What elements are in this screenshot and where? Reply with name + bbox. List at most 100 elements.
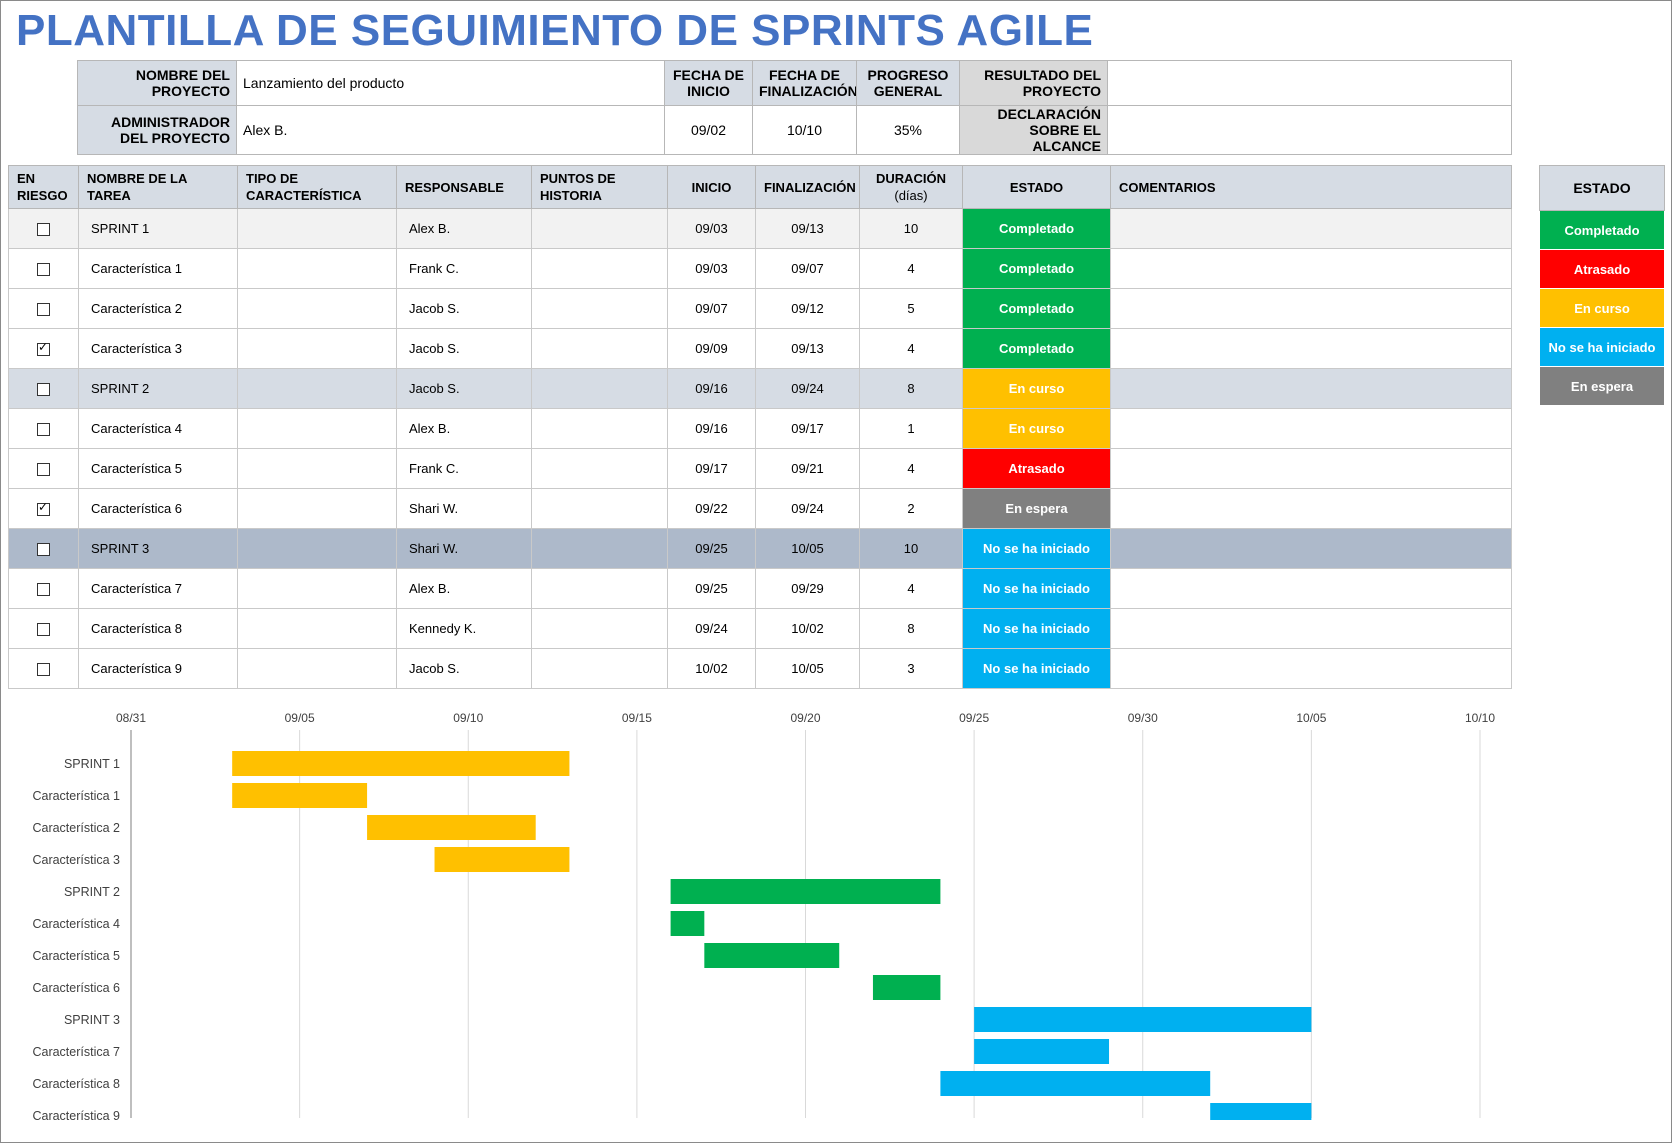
task-name-cell[interactable]: Característica 5 [78,448,238,489]
story-points-cell[interactable] [531,568,668,609]
at-risk-checkbox-cell[interactable] [8,328,79,369]
owner-cell[interactable]: Jacob S. [396,328,532,369]
feature-type-cell[interactable] [237,488,397,529]
feature-type-cell[interactable] [237,608,397,649]
end-date-cell[interactable]: 09/17 [755,408,860,449]
feature-type-cell[interactable] [237,648,397,689]
owner-cell[interactable]: Alex B. [396,408,532,449]
story-points-cell[interactable] [531,408,668,449]
status-cell[interactable]: En espera [962,488,1111,529]
start-date-cell[interactable]: 09/25 [667,528,756,569]
at-risk-checkbox[interactable] [37,543,50,557]
at-risk-checkbox[interactable] [37,663,50,677]
at-risk-checkbox[interactable] [37,583,50,597]
status-cell[interactable]: En curso [962,408,1111,449]
story-points-cell[interactable] [531,608,668,649]
feature-type-cell[interactable] [237,328,397,369]
owner-cell[interactable]: Alex B. [396,568,532,609]
at-risk-checkbox-cell[interactable] [8,568,79,609]
owner-cell[interactable]: Jacob S. [396,368,532,409]
story-points-cell[interactable] [531,288,668,329]
at-risk-checkbox[interactable] [37,423,50,437]
end-date-cell[interactable]: 09/21 [755,448,860,489]
feature-type-cell[interactable] [237,568,397,609]
end-date-cell[interactable]: 10/05 [755,648,860,689]
end-date-cell[interactable]: 10/02 [755,608,860,649]
comments-cell[interactable] [1110,248,1512,289]
start-date-cell[interactable]: 09/03 [667,248,756,289]
at-risk-checkbox-cell[interactable] [8,448,79,489]
task-name-cell[interactable]: Característica 8 [78,608,238,649]
duration-cell[interactable]: 4 [859,328,963,369]
owner-cell[interactable]: Jacob S. [396,288,532,329]
end-date-cell[interactable]: 09/24 [755,488,860,529]
task-name-cell[interactable]: Característica 6 [78,488,238,529]
at-risk-checkbox-cell[interactable] [8,208,79,249]
feature-type-cell[interactable] [237,288,397,329]
at-risk-checkbox[interactable] [37,500,50,517]
end-date-cell[interactable]: 09/07 [755,248,860,289]
task-name-cell[interactable]: Característica 2 [78,288,238,329]
start-date-cell[interactable]: 09/22 [667,488,756,529]
status-cell[interactable]: En curso [962,368,1111,409]
task-name-cell[interactable]: SPRINT 2 [78,368,238,409]
end-date-cell[interactable]: 09/13 [755,208,860,249]
feature-type-cell[interactable] [237,448,397,489]
start-date-cell[interactable]: 10/02 [667,648,756,689]
comments-cell[interactable] [1110,288,1512,329]
task-name-cell[interactable]: SPRINT 3 [78,528,238,569]
duration-cell[interactable]: 8 [859,608,963,649]
task-name-cell[interactable]: Característica 4 [78,408,238,449]
start-date-cell[interactable]: 09/07 [667,288,756,329]
feature-type-cell[interactable] [237,528,397,569]
duration-cell[interactable]: 5 [859,288,963,329]
duration-cell[interactable]: 2 [859,488,963,529]
owner-cell[interactable]: Frank C. [396,448,532,489]
at-risk-checkbox[interactable] [37,303,50,317]
start-date-cell[interactable]: 09/16 [667,368,756,409]
comments-cell[interactable] [1110,528,1512,569]
duration-cell[interactable]: 4 [859,568,963,609]
at-risk-checkbox[interactable] [37,463,50,477]
start-date-cell[interactable]: 09/03 [667,208,756,249]
at-risk-checkbox[interactable] [37,623,50,637]
start-date-cell[interactable]: 09/24 [667,608,756,649]
feature-type-cell[interactable] [237,208,397,249]
owner-cell[interactable]: Shari W. [396,488,532,529]
owner-cell[interactable]: Alex B. [396,208,532,249]
story-points-cell[interactable] [531,248,668,289]
at-risk-checkbox-cell[interactable] [8,608,79,649]
status-cell[interactable]: Completado [962,248,1111,289]
duration-cell[interactable]: 8 [859,368,963,409]
status-cell[interactable]: No se ha iniciado [962,608,1111,649]
status-cell[interactable]: Completado [962,288,1111,329]
start-date-field[interactable]: 09/02 [664,105,753,155]
feature-type-cell[interactable] [237,368,397,409]
comments-cell[interactable] [1110,488,1512,529]
comments-cell[interactable] [1110,648,1512,689]
status-cell[interactable]: Completado [962,208,1111,249]
start-date-cell[interactable]: 09/09 [667,328,756,369]
project-name-field[interactable]: Lanzamiento del producto [236,60,665,106]
at-risk-checkbox-cell[interactable] [8,288,79,329]
duration-cell[interactable]: 3 [859,648,963,689]
owner-cell[interactable]: Kennedy K. [396,608,532,649]
comments-cell[interactable] [1110,328,1512,369]
task-name-cell[interactable]: Característica 1 [78,248,238,289]
project-admin-field[interactable]: Alex B. [236,105,665,155]
story-points-cell[interactable] [531,488,668,529]
status-cell[interactable]: No se ha iniciado [962,528,1111,569]
comments-cell[interactable] [1110,368,1512,409]
at-risk-checkbox-cell[interactable] [8,488,79,529]
owner-cell[interactable]: Shari W. [396,528,532,569]
end-date-cell[interactable]: 09/29 [755,568,860,609]
task-name-cell[interactable]: SPRINT 1 [78,208,238,249]
task-name-cell[interactable]: Característica 9 [78,648,238,689]
at-risk-checkbox-cell[interactable] [8,368,79,409]
duration-cell[interactable]: 4 [859,248,963,289]
story-points-cell[interactable] [531,648,668,689]
feature-type-cell[interactable] [237,248,397,289]
duration-cell[interactable]: 10 [859,208,963,249]
comments-cell[interactable] [1110,408,1512,449]
progress-field[interactable]: 35% [856,105,960,155]
